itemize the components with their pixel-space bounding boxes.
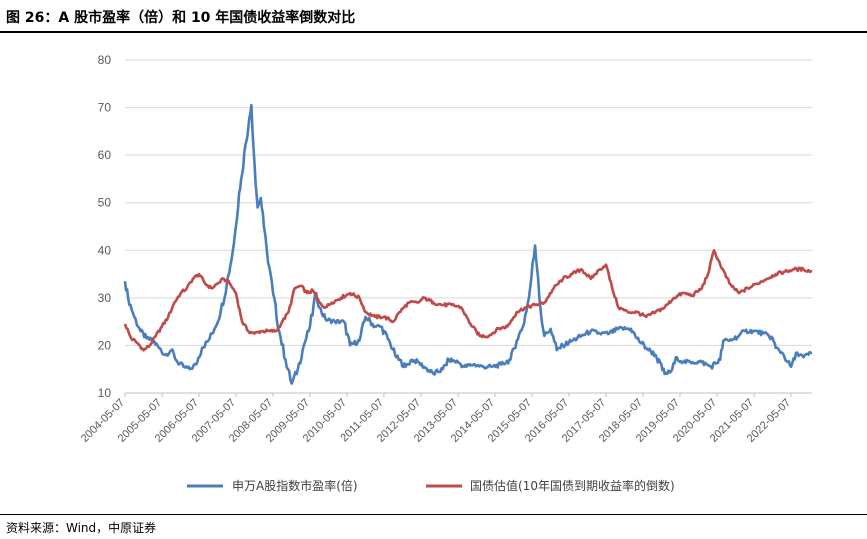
y-tick-label: 60 (98, 148, 112, 162)
figure-title: 图 26：A 股市盈率（倍）和 10 年国债收益率倒数对比 (6, 10, 356, 26)
gridlines (125, 59, 812, 346)
y-tick-label: 80 (98, 53, 112, 67)
series-line-2 (123, 249, 813, 352)
title-rule (0, 31, 867, 33)
source-note: 资料来源：Wind，中原证券 (6, 521, 157, 535)
series-lines (123, 103, 813, 385)
y-tick-label: 30 (98, 291, 112, 305)
y-tick-label: 70 (98, 101, 112, 115)
y-tick-label: 20 (98, 338, 112, 352)
x-axis: 2004-05-072005-05-072006-05-072007-05-07… (79, 392, 812, 445)
y-axis-ticks: 10 20 30 40 50 60 70 80 (98, 53, 112, 400)
legend-label: 申万A股指数市盈率(倍) (232, 478, 358, 493)
source-rule (0, 514, 867, 515)
line-chart: 10 20 30 40 50 60 70 80 2004-05-072005-05-07200… (79, 53, 813, 493)
y-tick-label: 40 (98, 243, 112, 257)
legend: 申万A股指数市盈率(倍) 国债估值(10年国债到期收益率的倒数) (187, 478, 675, 493)
y-tick-label: 10 (98, 386, 112, 400)
y-tick-label: 50 (98, 196, 112, 210)
series-line-1 (123, 103, 813, 385)
legend-label: 国债估值(10年国债到期收益率的倒数) (470, 478, 675, 493)
